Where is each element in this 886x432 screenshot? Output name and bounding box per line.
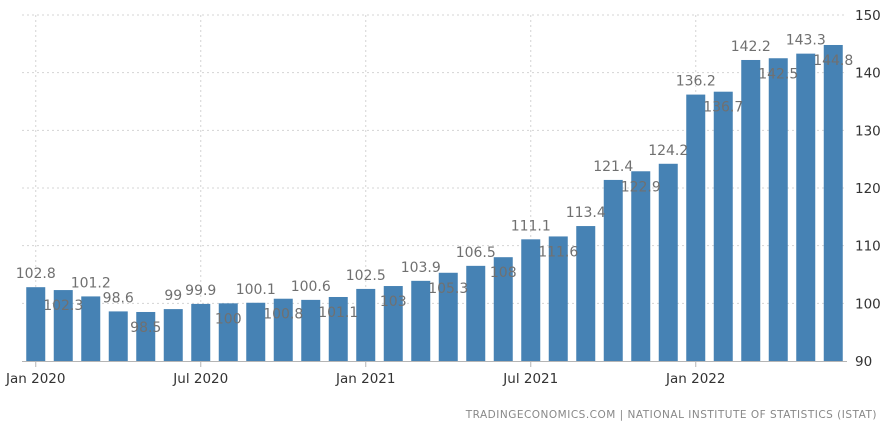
- data-label: 100.8: [263, 307, 303, 323]
- data-label: 111.1: [511, 218, 551, 234]
- y-tick-label: 120: [855, 181, 881, 197]
- bar: [686, 94, 706, 361]
- bar: [136, 311, 156, 361]
- data-labels: 102.8 102.3 101.298.6 98.599 99.9 100 100.1 100…: [16, 33, 854, 336]
- data-label: 108: [490, 265, 517, 281]
- bar: [328, 296, 348, 361]
- data-label: 113.4: [566, 205, 606, 221]
- bar: [741, 59, 761, 361]
- bar: [273, 298, 293, 361]
- bar: [823, 44, 843, 362]
- bar: [768, 58, 788, 361]
- data-label: 103: [380, 294, 407, 310]
- source-note: TRADINGECONOMICS.COM | NATIONAL INSTITUT…: [465, 409, 877, 421]
- y-tick-label: 140: [855, 66, 881, 82]
- bar: [53, 290, 73, 361]
- bar: [81, 296, 101, 361]
- data-label: 122.9: [621, 179, 661, 195]
- data-label: 105.3: [428, 281, 468, 297]
- data-label: 102.3: [43, 298, 83, 314]
- data-label: 111.6: [538, 244, 578, 260]
- bar: [246, 302, 266, 361]
- data-label: 101.2: [71, 275, 111, 291]
- bar: [713, 91, 733, 362]
- data-label: 98.5: [130, 320, 161, 336]
- bar: [466, 265, 486, 361]
- bar: [438, 272, 458, 361]
- data-label: 103.9: [401, 260, 441, 276]
- bar: [796, 53, 816, 362]
- bar: [163, 309, 183, 361]
- bar: [631, 171, 651, 361]
- data-label: 136.2: [676, 74, 716, 90]
- x-tick-label: Jan 2021: [335, 371, 395, 387]
- data-label: 143.3: [786, 33, 826, 49]
- data-label: 98.6: [103, 290, 134, 306]
- bar: [576, 226, 596, 361]
- data-label: 99.9: [185, 283, 216, 299]
- data-label: 102.8: [16, 266, 56, 282]
- x-tick-label: Jan 2020: [5, 371, 65, 387]
- data-label: 101.1: [318, 305, 358, 321]
- axes: 90 100 110 120 130 140 150 Jan 2020 Jul 2020 Jan …: [5, 8, 881, 387]
- x-tick-label: Jul 2020: [172, 371, 228, 387]
- data-label: 136.7: [703, 100, 743, 116]
- y-tick-label: 130: [855, 123, 881, 139]
- bars: [26, 44, 843, 362]
- data-label: 99: [164, 288, 182, 304]
- data-label: 100.6: [291, 279, 331, 295]
- bar: [493, 257, 513, 361]
- bar: [548, 236, 568, 361]
- bar: [658, 163, 678, 361]
- y-tick-label: 90: [855, 354, 872, 370]
- data-label: 124.2: [648, 143, 688, 159]
- bar: [108, 311, 128, 361]
- bar: [603, 179, 623, 361]
- bar: [521, 239, 541, 361]
- data-label: 142.5: [758, 66, 798, 82]
- bar: [411, 280, 431, 361]
- data-label: 106.5: [456, 245, 496, 261]
- bar: [191, 303, 211, 361]
- data-label: 102.5: [346, 268, 386, 284]
- bar: [26, 287, 46, 361]
- x-tick-label: Jan 2022: [665, 371, 725, 387]
- bar: [218, 303, 238, 361]
- data-label: 142.2: [731, 39, 771, 55]
- x-tick-label: Jul 2021: [502, 371, 558, 387]
- y-tick-label: 100: [855, 296, 881, 312]
- bar: [301, 299, 321, 361]
- y-tick-label: 110: [855, 239, 881, 255]
- data-label: 100: [215, 311, 242, 327]
- data-label: 121.4: [593, 159, 633, 175]
- y-tick-label: 150: [855, 8, 881, 24]
- data-label: 100.1: [236, 282, 276, 298]
- data-label: 144.8: [813, 53, 853, 69]
- bar: [356, 288, 376, 361]
- bar: [383, 286, 403, 361]
